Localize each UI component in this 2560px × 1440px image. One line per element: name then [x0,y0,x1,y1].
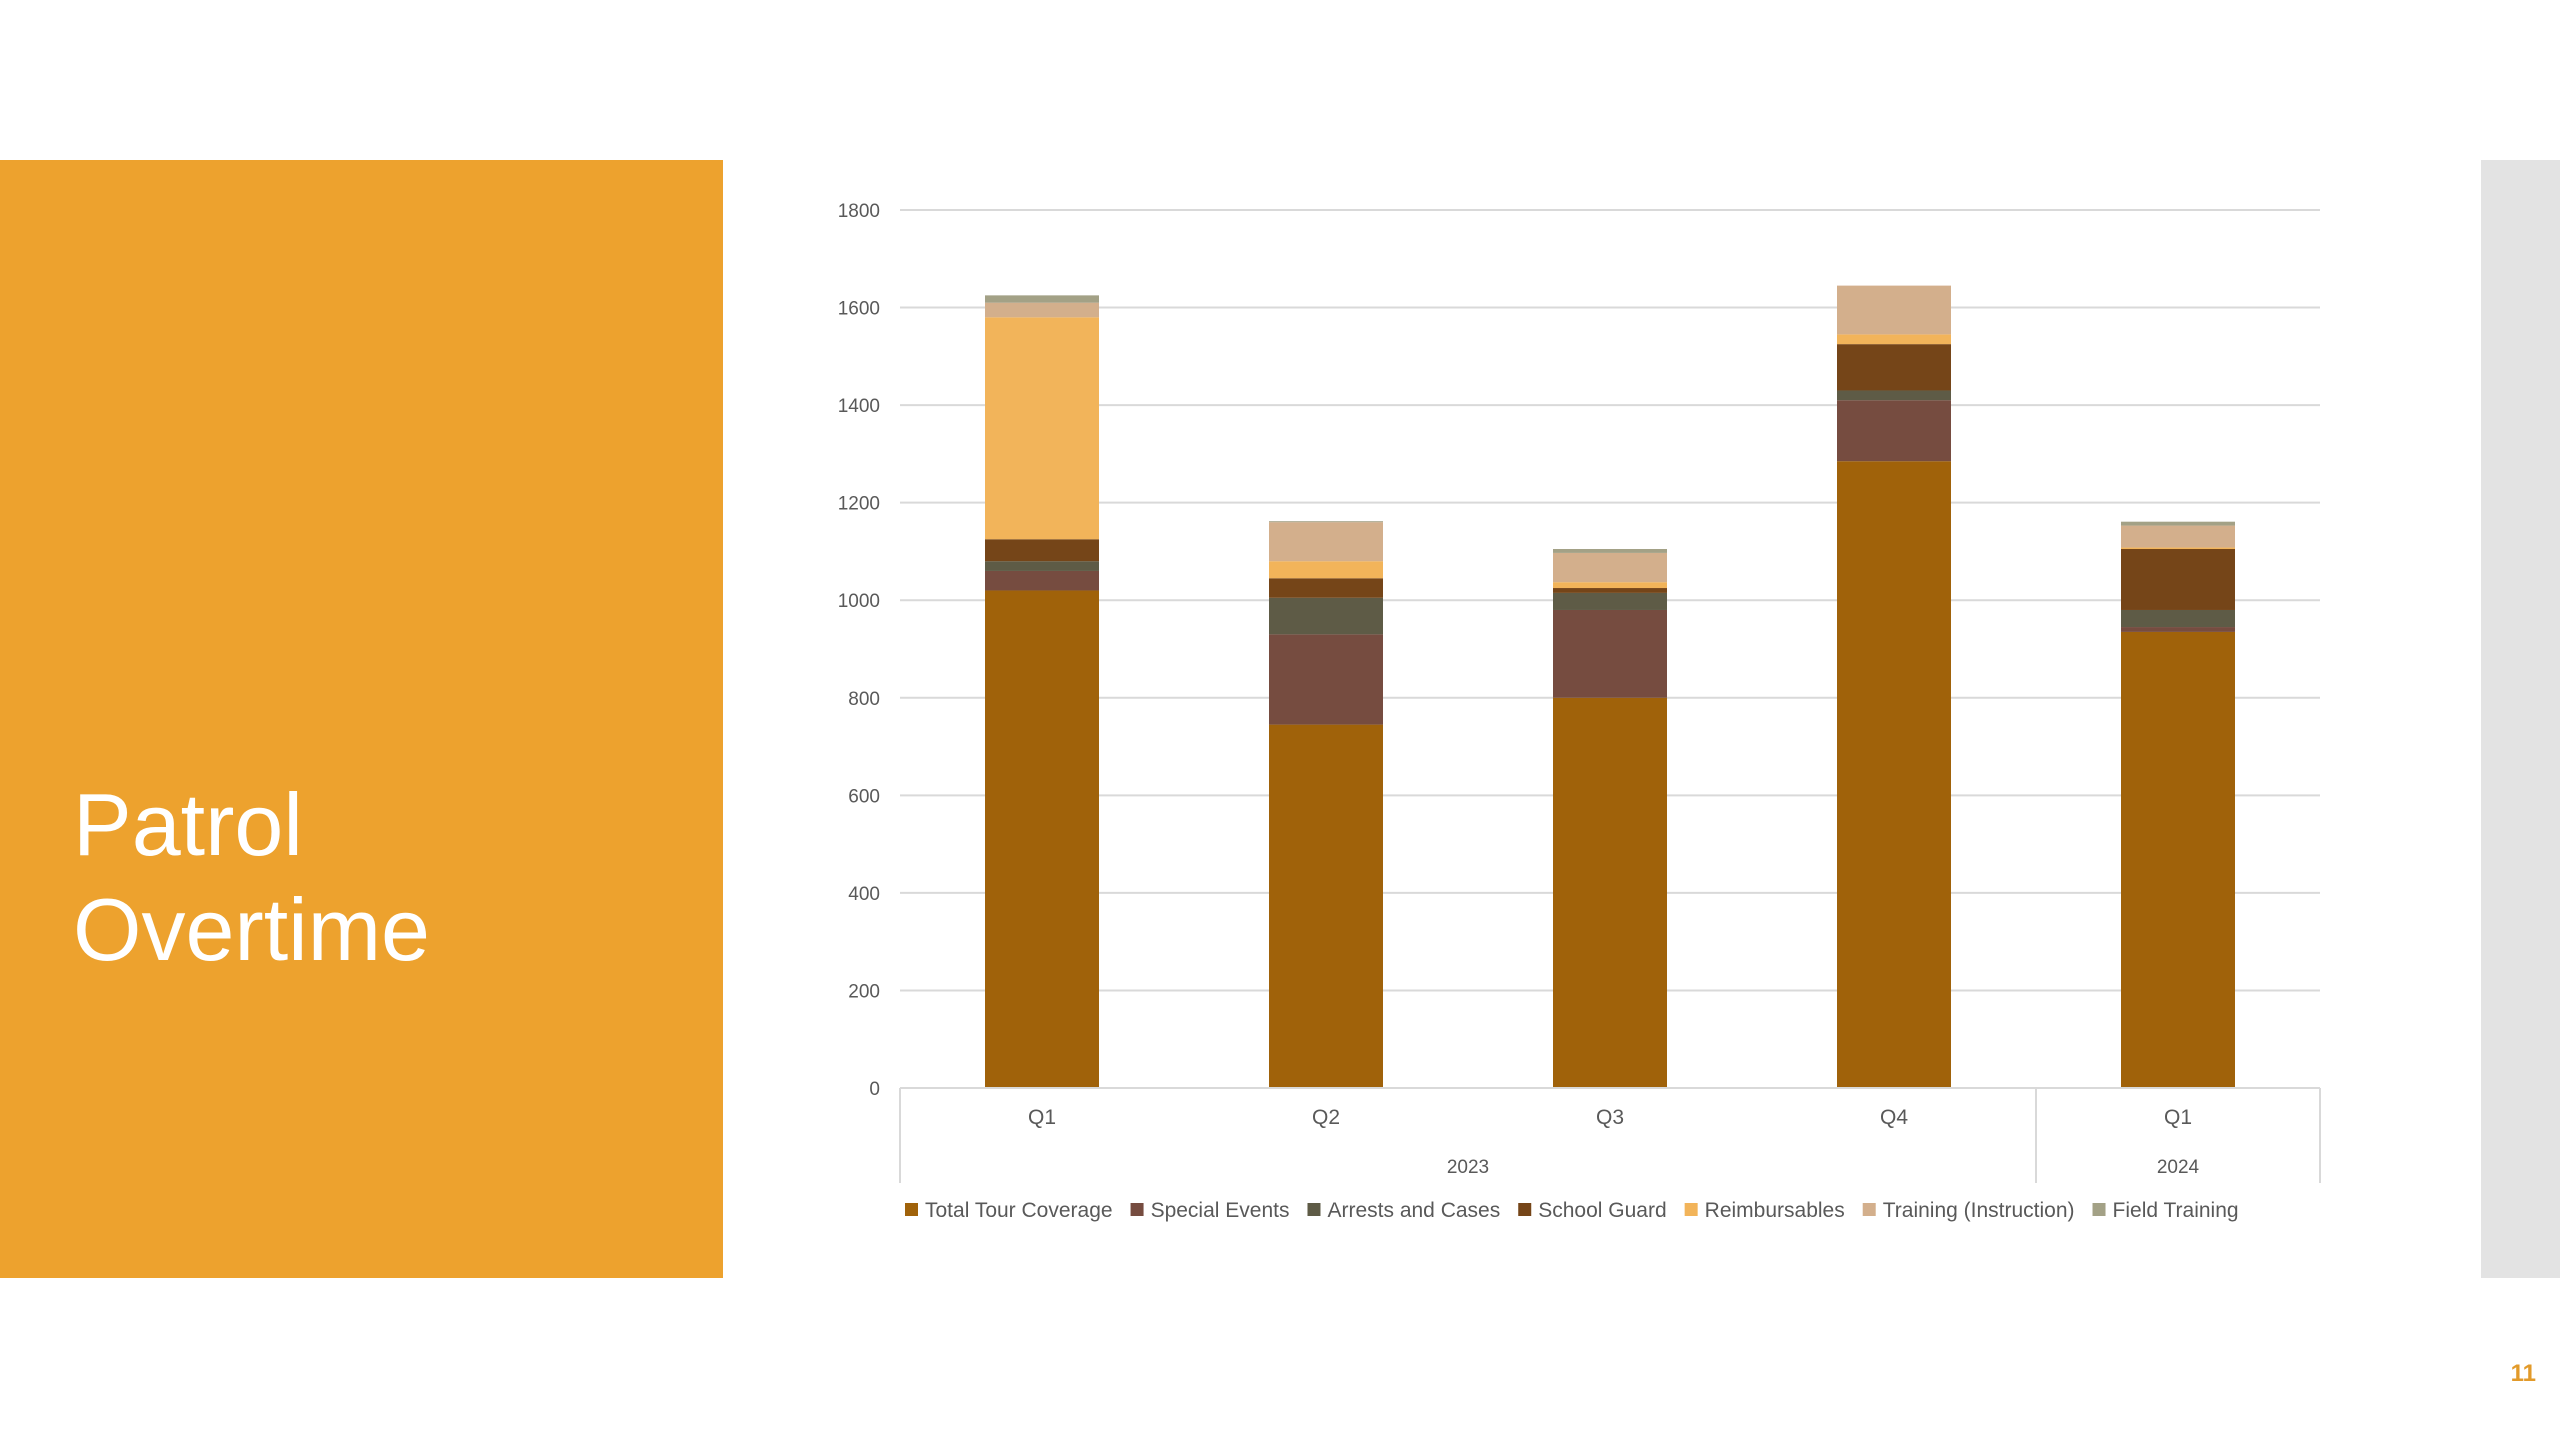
bar-segment [2121,627,2235,632]
legend-swatch [1684,1203,1698,1216]
bar-segment [1553,592,1667,610]
slide-title-line2: Overtime [73,880,430,979]
legend-label: Special Events [1151,1199,1290,1222]
bar-segment [1837,390,1951,401]
legend-swatch [1130,1203,1144,1216]
bar-segment [1837,461,1951,1088]
legend-label: Training (Instruction) [1883,1199,2075,1222]
right-decor-strip [2481,160,2560,1278]
bar-segment [2121,631,2235,1088]
y-tick-label: 1600 [838,299,880,320]
title-panel: Patrol Overtime [0,160,723,1278]
bar-segment [1269,597,1383,635]
bar-segment [1553,549,1667,553]
patrol-overtime-chart: 0 200 400 600 800 1000 1200 1400 1600 1800 Q1 Q2 Q3 Q… [838,201,2321,1222]
category-label: Q4 [1880,1106,1908,1129]
bar-segment [985,590,1099,1088]
bar-segment [985,317,1099,540]
legend-label: School Guard [1538,1199,1666,1222]
bar-segment [985,539,1099,562]
bar-segment [1553,697,1667,1088]
bar-segment [2121,521,2235,526]
bar-segment [985,302,1099,318]
legend-swatch [1518,1203,1532,1216]
bar-segment [985,561,1099,571]
bar-segment [985,295,1099,303]
y-tick-label: 1200 [838,494,880,515]
bar-segment [1269,561,1383,579]
bar-segment [2121,549,2235,610]
legend-swatch [905,1203,918,1216]
bar-segment [1837,400,1951,462]
category-label: Q1 [1028,1106,1056,1129]
page-number: 11 [2510,1360,2536,1387]
legend-swatch [1307,1203,1321,1216]
category-label: Q3 [1596,1106,1624,1129]
bar-segment [1553,609,1667,698]
bar-segment [1837,285,1951,335]
bar-segment [1269,521,1383,523]
bar-segment [1269,578,1383,598]
bar-segment [1269,522,1383,562]
bar-segment [1269,724,1383,1088]
bar-segment [1837,334,1951,345]
bar-segment [1837,344,1951,391]
bar-segment [2121,609,2235,628]
legend-label: Field Training [2113,1199,2239,1222]
year-group-label: 2023 [1447,1157,1489,1178]
y-tick-label: 1000 [838,591,880,612]
bar-segment [2121,525,2235,548]
category-label: Q1 [2164,1106,2192,1129]
bar-segment [1553,582,1667,589]
legend-label: Arrests and Cases [1327,1199,1500,1222]
y-tick-label: 0 [869,1079,880,1100]
bar-segment [1269,634,1383,725]
bar-segment [1553,552,1667,583]
y-tick-label: 800 [848,689,880,710]
category-label: Q2 [1312,1106,1340,1129]
legend-swatch [2092,1203,2106,1216]
y-tick-label: 200 [848,981,880,1002]
bar-segment [2121,547,2235,550]
slide-title-line1: Patrol [73,775,303,874]
legend-label: Total Tour Coverage [925,1199,1113,1222]
y-tick-label: 1400 [838,396,880,417]
y-tick-label: 1800 [838,201,880,222]
bar-segment [1553,588,1667,593]
legend-label: Reimbursables [1705,1199,1845,1222]
year-group-label: 2024 [2157,1157,2200,1178]
y-tick-label: 600 [848,786,880,807]
slide-title: Patrol Overtime [73,772,430,982]
y-tick-label: 400 [848,884,880,905]
bar-segment [985,570,1099,591]
legend-swatch [1862,1203,1876,1216]
